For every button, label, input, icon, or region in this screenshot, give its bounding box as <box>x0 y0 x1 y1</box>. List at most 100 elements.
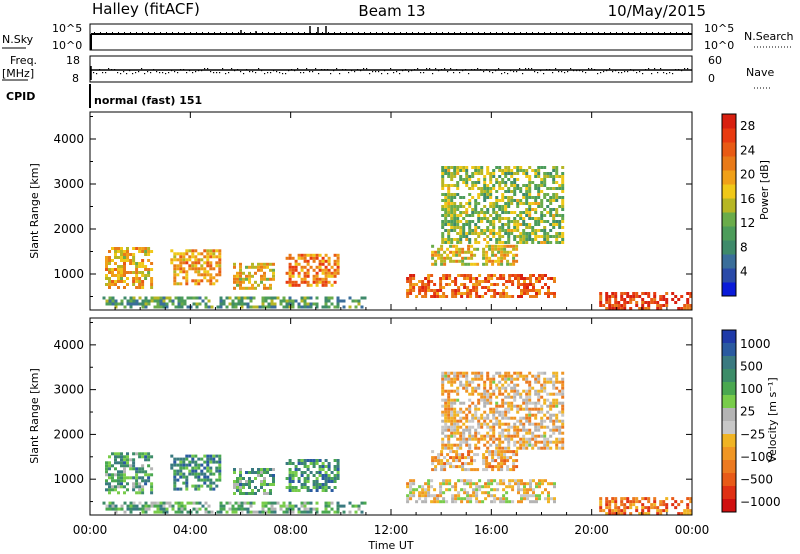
heatmap-cell <box>447 398 451 402</box>
heatmap-cell <box>522 235 526 238</box>
heatmap-cell <box>406 292 410 295</box>
nave-dot <box>294 70 296 72</box>
heatmap-cell <box>248 280 251 284</box>
heatmap-cell <box>285 510 289 514</box>
heatmap-cell <box>218 460 222 464</box>
heatmap-cell <box>629 512 633 516</box>
heatmap-cell <box>191 279 195 283</box>
heatmap-cell <box>462 217 466 220</box>
heatmap-cell <box>177 507 181 511</box>
heatmap-cell <box>501 377 505 381</box>
heatmap-cell <box>496 277 500 280</box>
heatmap-cell <box>459 211 463 214</box>
heatmap-cell <box>421 289 425 292</box>
heatmap-cell <box>441 425 445 429</box>
heatmap-cell <box>513 416 517 420</box>
heatmap-cell <box>288 468 292 471</box>
freq-trace <box>90 66 692 80</box>
heatmap-cell <box>204 501 208 505</box>
heatmap-cell <box>240 299 244 303</box>
heatmap-cell <box>327 271 331 275</box>
heatmap-cell <box>508 277 512 280</box>
heatmap-cell <box>336 468 340 471</box>
heatmap-cell <box>659 509 663 513</box>
heatmap-cell <box>540 214 544 217</box>
heatmap-cell <box>135 302 139 306</box>
heatmap-cell <box>558 184 562 187</box>
nsearch-dot <box>166 32 167 33</box>
heatmap-cell <box>537 407 541 411</box>
power-frame <box>89 111 693 311</box>
heatmap-cell <box>191 255 195 259</box>
heatmap-cell <box>126 302 130 306</box>
heatmap-cell <box>185 282 189 286</box>
nsearch-dot <box>502 32 503 33</box>
colorbar-tick-label: 20 <box>740 168 755 182</box>
heatmap-cell <box>546 193 550 196</box>
heatmap-cell <box>500 465 504 469</box>
heatmap-cell <box>525 196 529 199</box>
heatmap-cell <box>444 425 448 429</box>
heatmap-cell <box>468 410 472 414</box>
heatmap-cell <box>480 422 484 426</box>
heatmap-cell <box>245 480 248 483</box>
heatmap-cell <box>495 371 499 375</box>
heatmap-cell <box>614 301 618 304</box>
heatmap-cell <box>489 407 493 411</box>
heatmap-cell <box>553 482 556 486</box>
heatmap-cell <box>180 299 184 303</box>
heatmap-cell <box>251 286 254 290</box>
heatmap-cell <box>528 437 532 441</box>
heatmap-cell <box>456 214 460 217</box>
heatmap-cell <box>173 264 177 268</box>
heatmap-cell <box>453 238 457 241</box>
heatmap-cell <box>248 471 251 474</box>
colorbar-band <box>722 184 736 199</box>
heatmap-cell <box>546 241 550 244</box>
heatmap-cell <box>507 416 511 420</box>
nsearch-dot <box>262 32 263 33</box>
heatmap-cell <box>120 476 123 480</box>
heatmap-cell <box>531 431 535 435</box>
heatmap-cell <box>288 299 292 303</box>
colorbar-band <box>722 460 736 474</box>
heatmap-cell <box>547 494 550 498</box>
heatmap-cell <box>525 208 529 211</box>
heatmap-cell <box>674 506 678 510</box>
heatmap-cell <box>444 416 448 420</box>
heatmap-cell <box>239 483 242 486</box>
heatmap-cell <box>516 410 520 414</box>
heatmap-cell <box>294 262 298 266</box>
heatmap-cell <box>297 489 301 492</box>
heatmap-cell <box>231 504 235 508</box>
heatmap-cell <box>176 273 180 277</box>
heatmap-cell <box>546 238 550 241</box>
heatmap-cell <box>489 181 493 184</box>
heatmap-cell <box>531 169 535 172</box>
heatmap-cell <box>507 404 511 408</box>
heatmap-cell <box>442 491 446 495</box>
heatmap-cell <box>132 461 136 465</box>
heatmap-cell <box>189 296 193 300</box>
heatmap-cell <box>431 253 435 257</box>
nsearch-dot <box>238 32 239 33</box>
heatmap-cell <box>477 196 481 199</box>
heatmap-cell <box>165 510 169 514</box>
colorbar-band <box>722 343 736 357</box>
heatmap-cell <box>459 446 463 450</box>
heatmap-cell <box>507 395 511 399</box>
heatmap-cell <box>297 262 301 266</box>
heatmap-cell <box>544 274 547 277</box>
heatmap-cell <box>360 510 364 514</box>
heatmap-cell <box>233 280 236 284</box>
heatmap-cell <box>501 223 505 226</box>
heatmap-cell <box>269 474 272 477</box>
heatmap-cell <box>452 253 456 257</box>
heatmap-cell <box>447 238 451 241</box>
heatmap-cell <box>324 459 328 462</box>
heatmap-cell <box>333 477 337 480</box>
heatmap-cell <box>291 462 295 465</box>
heatmap-cell <box>459 410 463 414</box>
heatmap-cell <box>173 258 177 262</box>
heatmap-cell <box>519 404 523 408</box>
